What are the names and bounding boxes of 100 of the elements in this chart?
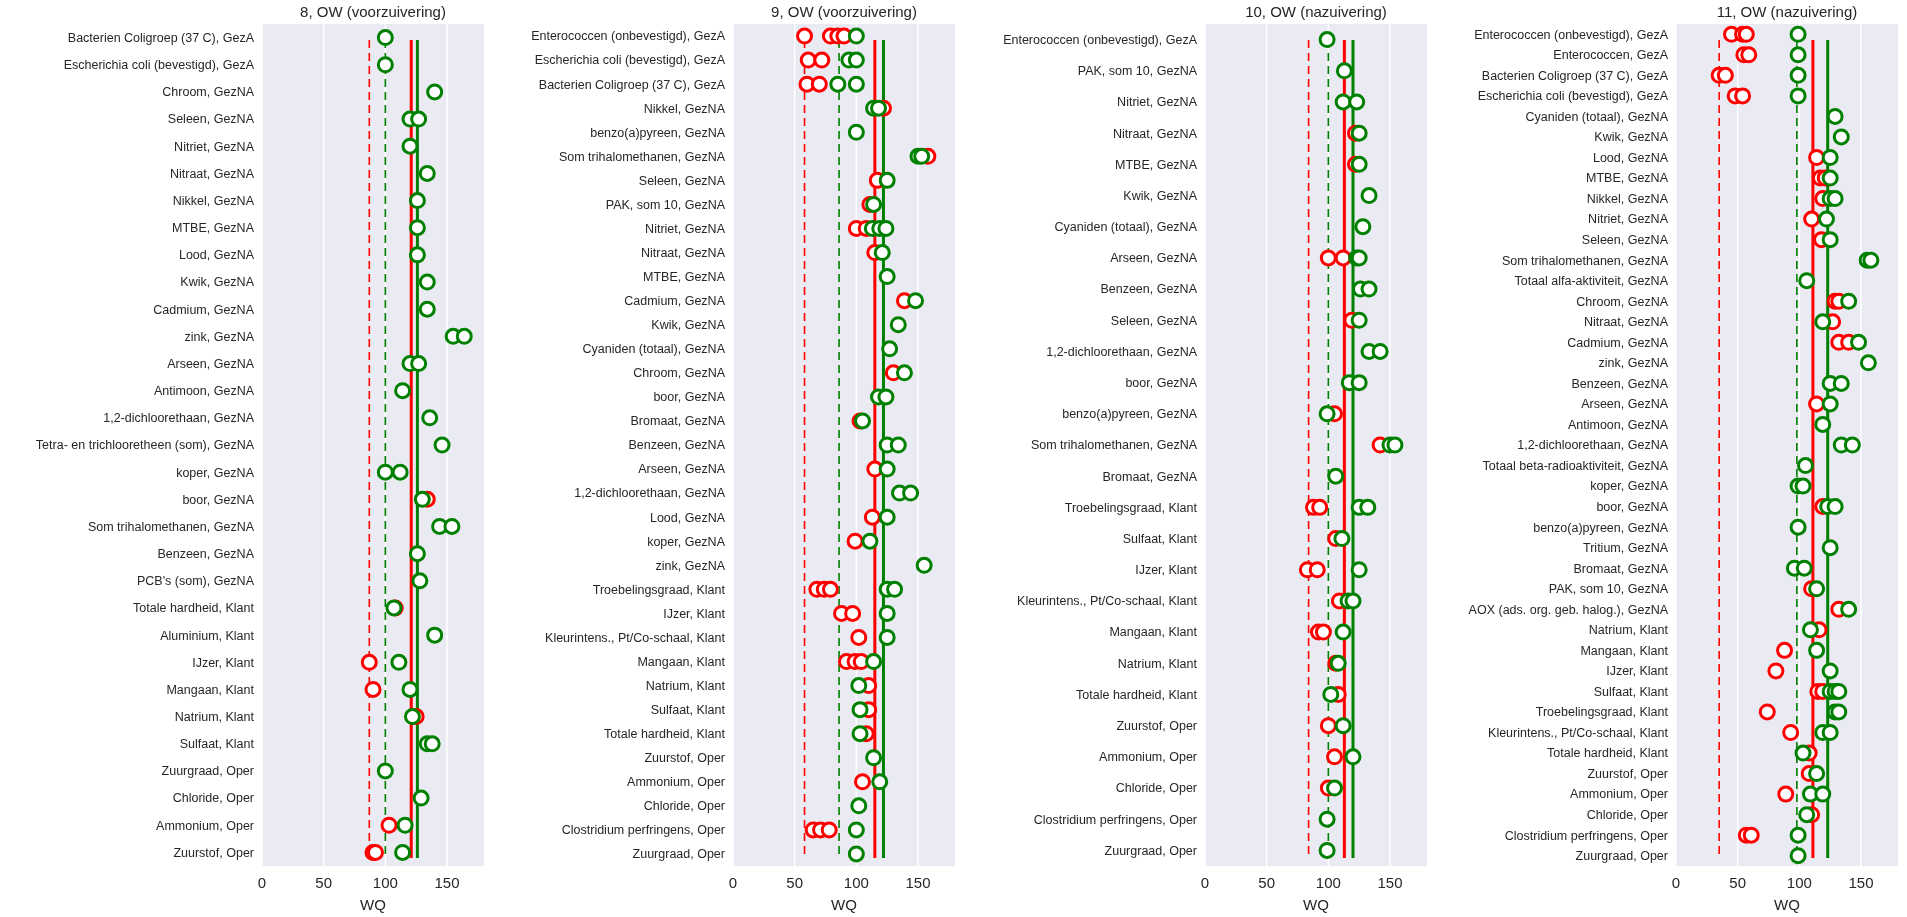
y-tick-label: Cadmium, GezNA (624, 294, 726, 309)
y-tick-label: Sulfaat, Klant (650, 703, 726, 717)
y-tick-label: zink, GezNA (184, 329, 255, 344)
y-tick-label: Seleen, GezNA (167, 112, 255, 127)
y-tick-label: 1,2-dichloorethaan, GezNA (103, 411, 255, 426)
y-tick-label: Bromaat, GezNA (1573, 561, 1669, 576)
y-tick-label: Natrium, Klant (1588, 623, 1669, 638)
y-tick-label: Seleen, GezNA (638, 173, 726, 188)
y-tick-label: Mangaan, Klant (1580, 643, 1669, 658)
x-tick-label: 150 (1848, 874, 1874, 891)
x-axis-title: WQ (831, 896, 857, 913)
y-tick-label: Nitriet, GezNA (174, 139, 255, 154)
y-tick-label: PCB's (som), GezNA (137, 574, 255, 589)
y-tick-label: Totaal beta-radioaktiviteit, GezNA (1482, 458, 1669, 473)
y-tick-label: Benzeen, GezNA (157, 547, 255, 562)
y-tick-label: Chloride, Oper (643, 799, 725, 814)
y-tick-label: Zuurgraad, Oper (632, 847, 725, 862)
y-tick-label: Sulfaat, Klant (1593, 684, 1669, 699)
y-tick-label: Chroom, GezNA (162, 85, 255, 100)
y-tick-label: Cadmium, GezNA (1567, 335, 1669, 350)
y-tick-label: Arseen, GezNA (1110, 251, 1198, 266)
y-tick-label: Nitriet, GezNA (1588, 212, 1669, 227)
y-tick-label: Escherichia coli (bevestigd), GezA (534, 53, 726, 68)
x-axis-title: WQ (1774, 896, 1800, 913)
y-tick-label: Troebelingsgraad, Klant (592, 582, 726, 597)
y-tick-label: Zuurgraad, Oper (1104, 843, 1197, 858)
y-tick-label: Kwik, GezNA (180, 275, 255, 290)
y-tick-label: IJzer, Klant (1606, 664, 1669, 679)
y-tick-label: Kleurintens., Pt/Co-schaal, Klant (545, 630, 726, 645)
y-tick-label: Kleurintens., Pt/Co-schaal, Klant (1488, 725, 1669, 740)
y-tick-label: Sulfaat, Klant (1122, 531, 1198, 546)
y-tick-label: Benzeen, GezNA (628, 438, 726, 453)
y-tick-label: Troebelingsgraad, Klant (1535, 705, 1669, 720)
y-tick-label: Troebelingsgraad, Klant (1064, 500, 1198, 515)
x-tick-label: 150 (905, 874, 931, 891)
y-tick-label: Ammonium, Oper (1099, 750, 1197, 765)
y-tick-label: benzo(a)pyreen, GezNA (1533, 520, 1669, 535)
y-tick-label: Bromaat, GezNA (1102, 469, 1198, 484)
y-tick-label: Antimoon, GezNA (153, 384, 255, 399)
y-tick-label: Som trihalomethanen, GezNA (558, 149, 726, 164)
y-tick-label: Bacterien Coligroep (37 C), GezA (67, 30, 255, 45)
y-tick-label: Ammonium, Oper (156, 818, 254, 833)
x-tick-label: 100 (372, 874, 398, 891)
y-tick-label: koper, GezNA (647, 534, 726, 549)
y-tick-label: Nitraat, GezNA (169, 166, 255, 181)
y-tick-label: Clostridium perfringens, Oper (1033, 812, 1197, 827)
y-tick-label: Totale hardheid, Klant (604, 727, 726, 742)
y-tick-label: zink, GezNA (655, 558, 726, 573)
y-tick-label: Seleen, GezNA (1581, 233, 1669, 248)
y-tick-label: Zuurstof, Oper (1116, 719, 1197, 734)
y-tick-label: Escherichia coli (bevestigd), GezA (63, 58, 255, 73)
y-tick-label: Nitriet, GezNA (1117, 95, 1198, 110)
chart-title: 8, OW (voorzuivering) (300, 3, 446, 20)
y-tick-label: IJzer, Klant (663, 606, 726, 621)
y-tick-label: Kwik, GezNA (1594, 130, 1669, 145)
y-tick-label: Som trihalomethanen, GezNA (1501, 253, 1669, 268)
y-tick-label: Totale hardheid, Klant (1547, 746, 1669, 761)
y-tick-label: Nitraat, GezNA (640, 245, 726, 260)
y-tick-label: Zuurgraad, Oper (1575, 849, 1668, 864)
y-tick-label: Enterococcen (onbevestigd), GezA (1003, 32, 1198, 47)
y-tick-label: boor, GezNA (1596, 499, 1669, 514)
y-tick-label: Benzeen, GezNA (1571, 376, 1669, 391)
y-tick-label: Som trihalomethanen, GezNA (87, 519, 255, 534)
x-tick-label: 50 (315, 874, 333, 891)
x-axis-title: WQ (360, 896, 386, 913)
y-tick-label: Mangaan, Klant (637, 654, 726, 669)
y-tick-label: Lood, GezNA (178, 248, 255, 263)
y-tick-label: Chloride, Oper (172, 791, 254, 806)
y-tick-label: Clostridium perfringens, Oper (561, 823, 725, 838)
y-tick-label: Ammonium, Oper (627, 775, 725, 790)
y-tick-label: Nikkel, GezNA (1586, 191, 1669, 206)
y-tick-label: Enterococcen (onbevestigd), GezA (531, 29, 726, 44)
y-tick-label: Clostridium perfringens, Oper (1504, 828, 1668, 843)
y-tick-label: Bromaat, GezNA (630, 414, 726, 429)
y-tick-label: Kwik, GezNA (651, 318, 726, 333)
y-tick-label: 1,2-dichloorethaan, GezNA (574, 486, 726, 501)
y-tick-label: Benzeen, GezNA (1100, 282, 1198, 297)
y-tick-label: PAK, som 10, GezNA (1548, 582, 1669, 597)
y-tick-label: MTBE, GezNA (1115, 157, 1198, 172)
x-tick-label: 0 (1200, 874, 1210, 891)
x-tick-label: 0 (728, 874, 738, 891)
y-tick-label: Sulfaat, Klant (179, 737, 255, 752)
y-tick-label: IJzer, Klant (1135, 563, 1198, 578)
y-tick-label: Mangaan, Klant (1109, 625, 1198, 640)
y-tick-label: MTBE, GezNA (1586, 171, 1669, 186)
y-tick-label: Bacterien Coligroep (37 C), GezA (538, 77, 726, 92)
y-tick-label: Cadmium, GezNA (153, 302, 255, 317)
y-tick-label: Arseen, GezNA (167, 356, 255, 371)
chart-title: 9, OW (voorzuivering) (771, 3, 917, 20)
y-tick-label: Aluminium, Klant (160, 628, 255, 643)
y-tick-label: zink, GezNA (1598, 356, 1669, 371)
y-tick-label: Tetra- en trichlooretheen (som), GezNA (35, 438, 255, 453)
y-tick-label: Zuurstof, Oper (173, 845, 254, 860)
y-tick-label: Nitriet, GezNA (645, 221, 726, 236)
x-tick-label: 0 (1671, 874, 1681, 891)
y-tick-label: Som trihalomethanen, GezNA (1030, 438, 1198, 453)
y-tick-label: MTBE, GezNA (172, 221, 255, 236)
x-tick-label: 150 (1377, 874, 1403, 891)
y-tick-label: Mangaan, Klant (166, 682, 255, 697)
x-tick-label: 150 (434, 874, 460, 891)
